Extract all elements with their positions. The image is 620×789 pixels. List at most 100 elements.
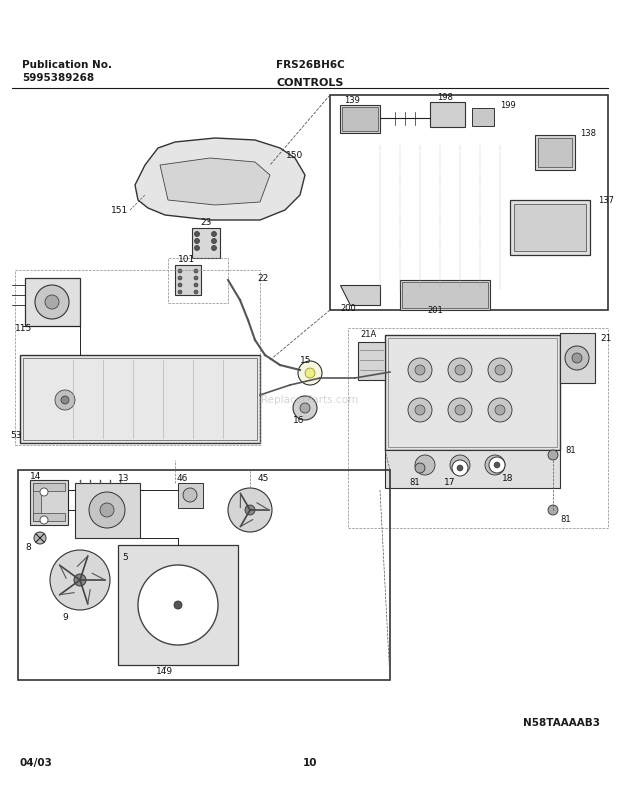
Bar [358,342,385,380]
Text: FRS26BH6C: FRS26BH6C [276,60,344,70]
Circle shape [452,460,468,476]
Circle shape [300,403,310,413]
Text: 21: 21 [600,334,611,342]
Text: 23: 23 [200,218,211,226]
Bar [33,513,65,521]
Circle shape [448,398,472,422]
Text: 15: 15 [300,356,311,365]
Circle shape [415,405,425,415]
Circle shape [195,238,200,244]
Bar [330,95,608,310]
Circle shape [74,574,86,586]
Bar [118,545,238,665]
Text: 17: 17 [445,477,456,487]
Text: 18: 18 [502,473,514,483]
Text: 101: 101 [179,255,196,264]
Circle shape [89,492,125,528]
Circle shape [548,450,558,460]
Bar [168,258,228,303]
Text: 81: 81 [410,477,420,487]
Text: 139: 139 [344,95,360,104]
Bar [25,278,80,326]
Text: 200: 200 [340,304,356,312]
Bar [178,483,203,508]
Text: 8: 8 [25,544,31,552]
Circle shape [50,550,110,610]
Bar [340,105,380,133]
Circle shape [100,503,114,517]
Bar [430,102,465,127]
Text: 201: 201 [427,305,443,315]
Circle shape [293,396,317,420]
Circle shape [178,276,182,280]
Circle shape [489,457,505,473]
Circle shape [195,231,200,237]
Bar [30,480,68,525]
Circle shape [211,245,216,250]
Polygon shape [340,285,380,305]
Text: 198: 198 [437,92,453,102]
Text: 10: 10 [303,758,317,768]
Bar [472,108,494,126]
Text: 9: 9 [62,614,68,623]
Circle shape [415,463,425,473]
Circle shape [138,565,218,645]
Circle shape [211,238,216,244]
Text: 45: 45 [258,473,269,483]
Circle shape [40,488,48,496]
Text: 5995389268: 5995389268 [22,73,94,83]
Circle shape [178,283,182,287]
Text: 16: 16 [293,416,304,424]
Circle shape [34,532,46,544]
Circle shape [494,462,500,468]
Circle shape [488,398,512,422]
Bar [535,135,575,170]
Text: 53: 53 [10,431,22,439]
Circle shape [194,276,198,280]
Text: ReplacerParts.com: ReplacerParts.com [262,395,358,405]
Text: 5: 5 [122,552,128,562]
Bar [23,358,257,440]
Bar [33,483,41,521]
Circle shape [565,346,589,370]
Bar [402,282,488,308]
Circle shape [485,455,505,475]
Text: 13: 13 [118,473,130,483]
Circle shape [450,455,470,475]
Bar [560,333,595,383]
Text: 22: 22 [257,274,268,282]
Bar [342,107,378,131]
Bar [20,355,260,443]
Circle shape [194,283,198,287]
Circle shape [178,269,182,273]
Circle shape [457,465,463,471]
Bar [175,265,201,295]
Text: 04/03: 04/03 [20,758,53,768]
Circle shape [45,295,59,309]
Bar [510,200,590,255]
Circle shape [415,365,425,375]
Circle shape [298,361,322,385]
Circle shape [408,398,432,422]
Text: 14: 14 [30,472,42,481]
Bar [400,280,490,310]
Text: 151: 151 [111,205,128,215]
Bar [385,450,560,488]
Circle shape [415,455,435,475]
Text: 149: 149 [156,667,174,676]
Bar [538,138,572,167]
Circle shape [495,365,505,375]
Circle shape [178,290,182,294]
Bar [15,270,260,445]
Circle shape [55,390,75,410]
Circle shape [40,516,48,524]
Text: 199: 199 [500,100,516,110]
Circle shape [305,368,315,378]
Bar [348,328,608,528]
Circle shape [572,353,582,363]
Bar [75,483,140,538]
Polygon shape [135,138,305,220]
Text: CONTROLS: CONTROLS [277,78,343,88]
Circle shape [488,358,512,382]
Bar [33,483,65,491]
